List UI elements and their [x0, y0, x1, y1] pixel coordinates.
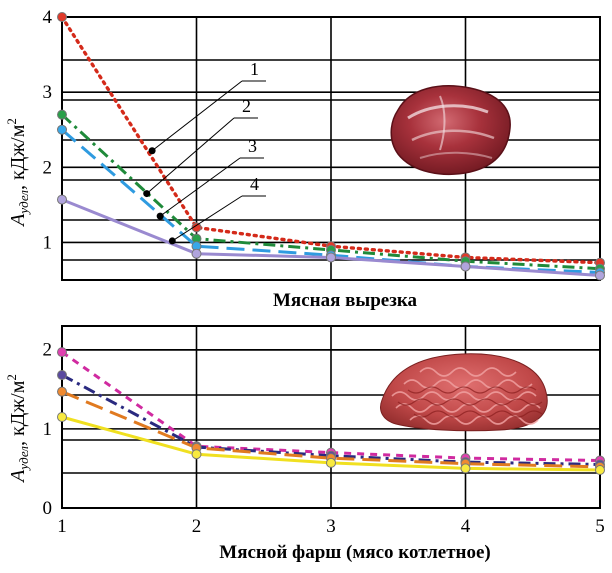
- data-point: [57, 12, 67, 22]
- y-axis-unit: , кДж/м: [7, 124, 29, 190]
- data-point: [595, 465, 605, 476]
- series-group: [57, 347, 605, 476]
- data-point: [57, 124, 67, 135]
- data-point: [460, 463, 471, 474]
- y-tick-labels: 0 1 2: [43, 340, 53, 519]
- y-tick-label: 2: [43, 157, 53, 178]
- data-point: [57, 386, 67, 397]
- leader-line: [151, 80, 243, 152]
- curve-label-text: 2: [242, 96, 251, 116]
- x-tick-labels: 1 2 3 4 5: [57, 516, 605, 537]
- data-point: [57, 412, 67, 422]
- x-tick-label: 5: [595, 516, 605, 537]
- data-point: [326, 252, 336, 263]
- y-tick-label: 2: [43, 340, 53, 361]
- y-tick-label: 0: [43, 498, 53, 519]
- grid: [62, 17, 600, 280]
- series-4: [57, 412, 605, 476]
- y-axis-title: Aудел, кДж/м2: [4, 118, 31, 228]
- data-point: [57, 109, 67, 120]
- curve-labels: 1 2 3 4: [143, 59, 266, 245]
- x-tick-label: 2: [192, 516, 202, 537]
- data-point: [460, 261, 471, 272]
- data-point: [57, 194, 67, 205]
- curve-label-4: 4: [168, 174, 266, 245]
- beef-tenderloin-photo: [390, 85, 511, 175]
- data-point: [57, 370, 67, 381]
- curve-label-text: 3: [248, 136, 257, 156]
- series-2: [57, 109, 605, 274]
- leader-line: [172, 195, 243, 242]
- curve-label-text: 4: [250, 174, 259, 194]
- leader-line: [146, 117, 235, 194]
- y-axis-subscript: удел: [16, 190, 31, 216]
- curve-label-3: 3: [156, 136, 264, 220]
- leader-dot: [156, 212, 164, 220]
- y-axis-subscript: удел: [16, 446, 31, 472]
- y-tick-labels: 1 2 3 4: [43, 7, 53, 253]
- y-axis-unit: , кДж/м: [7, 380, 29, 446]
- data-point: [191, 222, 202, 233]
- y-tick-label: 4: [43, 7, 53, 28]
- y-tick-label: 1: [43, 232, 53, 253]
- leader-dot: [143, 190, 151, 198]
- x-tick-label: 1: [57, 516, 67, 537]
- y-axis-symbol: A: [7, 469, 29, 484]
- curve-label-text: 1: [250, 59, 259, 79]
- data-point: [595, 270, 605, 281]
- leader-dot: [168, 237, 176, 245]
- y-tick-label: 3: [43, 82, 53, 103]
- data-point: [191, 449, 202, 460]
- x-axis-title: Мясной фарш (мясо котлетное): [219, 542, 490, 563]
- data-point: [191, 248, 202, 259]
- series-4: [57, 194, 605, 281]
- plot-border: [61, 16, 601, 281]
- minced-meat-photo: [380, 353, 548, 432]
- leader-dot: [148, 147, 156, 155]
- leader-line: [159, 157, 241, 217]
- curve-label-1: 1: [148, 59, 266, 155]
- y-axis-power: 2: [4, 118, 19, 125]
- y-axis-power: 2: [4, 374, 19, 381]
- x-tick-label: 4: [461, 516, 471, 537]
- series-line: [61, 373, 601, 466]
- y-tick-label: 1: [43, 419, 53, 440]
- curve-label-2: 2: [143, 96, 258, 198]
- data-point: [57, 347, 67, 358]
- y-axis-title: Aудел, кДж/м2: [4, 374, 31, 484]
- x-axis-title: Мясная вырезка: [273, 290, 418, 311]
- data-point: [326, 457, 336, 468]
- series-line: [61, 350, 601, 463]
- x-tick-label: 3: [326, 516, 336, 537]
- series-group: [57, 12, 605, 281]
- plot-frame: [61, 16, 601, 281]
- y-axis-symbol: A: [7, 213, 29, 228]
